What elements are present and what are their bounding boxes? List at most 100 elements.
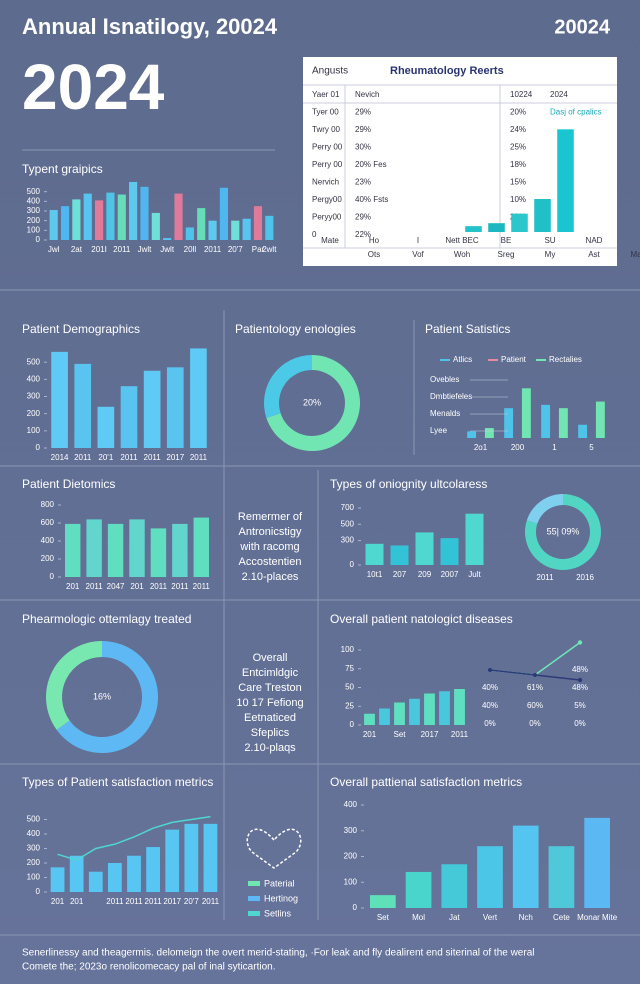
x-tick-label: 209 [418,570,432,579]
text-block-line: Accostentien [239,556,302,568]
table-cell: Sreg [498,250,515,259]
x-tick-label: 2017 [163,897,181,906]
annotation: 61% [527,683,543,692]
table-cell: Peryy00 [312,213,342,222]
x-tick-label: Set [393,730,406,739]
bar [440,538,459,565]
table-cell: BE [501,236,512,245]
x-tick-label: 2011 [113,245,131,254]
text-block-line: Entcimldgic [242,667,299,679]
x-tick-label: 2011 [120,453,138,462]
legend-swatch [248,881,260,886]
bar [424,693,435,725]
chart-title: Types of Patient satisfaction metrics [22,775,213,789]
table-cell: 30% [355,143,371,152]
table-cell: Dasj of cpalics [550,108,602,117]
text-block-line: Antronicstigy [239,526,302,538]
bar [534,199,551,232]
x-tick-label: Jat [449,913,460,922]
bar [390,545,409,565]
bar [166,367,184,448]
bar [203,823,218,892]
x-tick-label: 201I [91,245,107,254]
table-cell: 22% [355,230,371,239]
annotation: 48% [572,683,588,692]
annotation: Menalds [430,409,460,418]
table-cell: Tyer 00 [312,108,339,117]
y-tick-label: 200 [27,216,41,225]
y-tick-label: 200 [344,852,358,861]
bar [578,424,588,438]
x-tick-label: Jwlt [138,245,153,254]
point [577,640,583,645]
footer-text: Senerlinessy and theagermis. delomeign t… [22,948,535,959]
y-tick-label: 600 [41,518,55,527]
chart-title: Patient Satistics [425,322,510,336]
y-tick-label: 400 [27,374,41,383]
x-tick-label: Set [377,913,390,922]
y-tick-label: 300 [27,844,41,853]
y-tick-label: 500 [27,187,41,196]
bar [107,523,124,577]
bar [193,517,209,577]
year-right: 20024 [554,16,610,38]
bar [454,689,465,725]
y-tick-label: 300 [341,536,355,545]
x-tick-label: 2011 [204,245,222,254]
bar [197,208,206,240]
bar [163,238,172,240]
y-tick-label: 0 [36,887,41,896]
legend-label: Paterial [264,878,295,888]
y-tick-label: 100 [27,426,41,435]
x-tick-label: 2wlt [262,245,277,254]
bar [370,895,396,908]
x-tick-label: 20'7 [228,245,243,254]
bar [174,193,183,240]
legend-swatch [248,911,260,916]
bar [231,220,240,240]
annotation: 40% [482,701,498,710]
y-tick-label: 50 [345,683,354,692]
bar [172,523,188,577]
x-tick-label: 2at [71,245,83,254]
x-tick-label: 5 [589,443,594,452]
table-cell: 29% [355,125,371,134]
table-cell: Vof [412,250,424,259]
x-tick-label: Cete [553,913,570,922]
bar [151,212,160,240]
y-tick-label: 400 [41,536,55,545]
bar [512,825,539,908]
bar [184,823,199,892]
y-tick-label: 700 [341,503,355,512]
y-tick-label: 500 [27,815,41,824]
bar [190,348,207,448]
heart-icon [246,828,302,869]
x-tick-label: 2014 [51,453,69,462]
bar [441,864,468,908]
bar [253,206,263,240]
point [532,672,538,678]
bar [504,408,514,438]
table-cell: 25% [510,143,526,152]
bar [72,199,81,240]
x-tick-label: 2016 [576,573,594,582]
big-year: 2024 [22,51,165,123]
table-cell: Nervich [312,178,339,187]
bar [69,855,84,892]
bar [484,428,494,438]
page-title: Annual Isnatilogy, 20024 [22,14,278,39]
bar [86,519,102,577]
y-tick-label: 0 [50,572,55,581]
bar [465,226,482,232]
bar [521,388,531,438]
bar [108,863,122,892]
x-tick-label: 2011 [202,897,220,906]
donut-slice [264,355,312,418]
bar [584,817,610,908]
bar [439,691,450,725]
table-cell: 10224 [510,90,533,99]
x-tick-label: 201 [66,582,80,591]
x-tick-label: Nch [519,913,533,922]
card-left-title: Angusts [312,66,348,77]
